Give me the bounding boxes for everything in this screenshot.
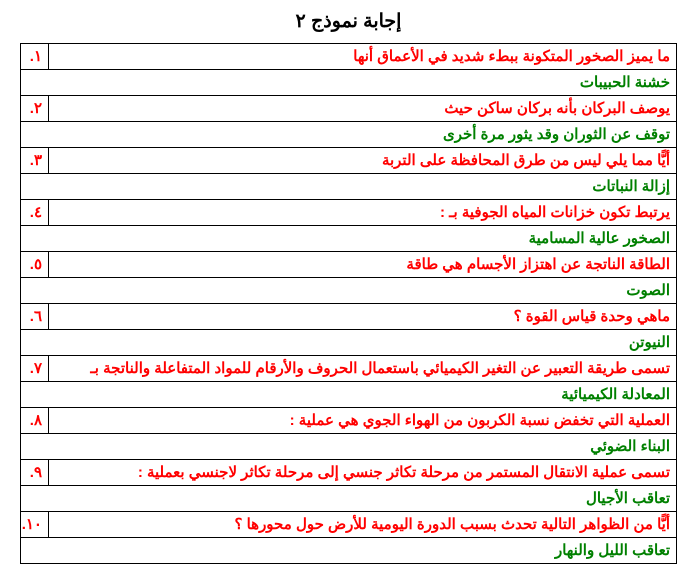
question-row: تسمى طريقة التعبير عن التغير الكيميائي ب… <box>21 356 677 382</box>
answer-text: تعاقب الليل والنهار <box>21 538 677 564</box>
question-text: أيًّا من الظواهر التالية تحدث بسبب الدور… <box>49 512 677 538</box>
question-row: العملية التي تخفض نسبة الكربون من الهواء… <box>21 408 677 434</box>
question-row: أيًّا مما يلي ليس من طرق المحافظة على ال… <box>21 148 677 174</box>
answer-text: إزالة النباتات <box>21 174 677 200</box>
answer-row: تعاقب الليل والنهار <box>21 538 677 564</box>
answer-text: الصوت <box>21 278 677 304</box>
answer-text: الصخور عالية المسامية <box>21 226 677 252</box>
answer-row: توقف عن الثوران وقد يثور مرة أخرى <box>21 122 677 148</box>
question-text: أيًّا مما يلي ليس من طرق المحافظة على ال… <box>49 148 677 174</box>
page-title: إجابة نموذج ٢ <box>20 10 677 33</box>
question-number: ٥. <box>21 252 49 278</box>
question-row: أيًّا من الظواهر التالية تحدث بسبب الدور… <box>21 512 677 538</box>
question-text: العملية التي تخفض نسبة الكربون من الهواء… <box>49 408 677 434</box>
question-text: الطاقة الناتجة عن اهتزاز الأجسام هي طاقة <box>49 252 677 278</box>
question-number: ٤. <box>21 200 49 226</box>
answer-text: البناء الضوئي <box>21 434 677 460</box>
question-row: يوصف البركان بأنه بركان ساكن حيث٢. <box>21 96 677 122</box>
question-row: الطاقة الناتجة عن اهتزاز الأجسام هي طاقة… <box>21 252 677 278</box>
question-number: ٨. <box>21 408 49 434</box>
answer-text: توقف عن الثوران وقد يثور مرة أخرى <box>21 122 677 148</box>
answer-row: الصوت <box>21 278 677 304</box>
answer-text: المعادلة الكيميائية <box>21 382 677 408</box>
question-number: ٧. <box>21 356 49 382</box>
question-number: ٣. <box>21 148 49 174</box>
question-row: تسمى عملية الانتقال المستمر من مرحلة تكا… <box>21 460 677 486</box>
answer-text: خشنة الحبيبات <box>21 70 677 96</box>
question-row: يرتبط تكون خزانات المياه الجوفية بـ :٤. <box>21 200 677 226</box>
question-row: ماهي وحدة قياس القوة ؟٦. <box>21 304 677 330</box>
answer-row: الصخور عالية المسامية <box>21 226 677 252</box>
question-text: يوصف البركان بأنه بركان ساكن حيث <box>49 96 677 122</box>
question-row: ما يميز الصخور المتكونة ببطء شديد في الأ… <box>21 44 677 70</box>
question-number: ١. <box>21 44 49 70</box>
question-number: ٩. <box>21 460 49 486</box>
question-text: تسمى عملية الانتقال المستمر من مرحلة تكا… <box>49 460 677 486</box>
answer-text: النيوتن <box>21 330 677 356</box>
question-text: تسمى طريقة التعبير عن التغير الكيميائي ب… <box>49 356 677 382</box>
qa-table-body: ما يميز الصخور المتكونة ببطء شديد في الأ… <box>21 44 677 564</box>
question-text: ماهي وحدة قياس القوة ؟ <box>49 304 677 330</box>
qa-table: ما يميز الصخور المتكونة ببطء شديد في الأ… <box>20 43 677 564</box>
answer-text: تعاقب الأجيال <box>21 486 677 512</box>
answer-row: تعاقب الأجيال <box>21 486 677 512</box>
answer-row: المعادلة الكيميائية <box>21 382 677 408</box>
question-number: ٢. <box>21 96 49 122</box>
answer-row: خشنة الحبيبات <box>21 70 677 96</box>
answer-row: البناء الضوئي <box>21 434 677 460</box>
answer-sheet: إجابة نموذج ٢ ما يميز الصخور المتكونة بب… <box>0 0 697 574</box>
answer-row: النيوتن <box>21 330 677 356</box>
question-text: ما يميز الصخور المتكونة ببطء شديد في الأ… <box>49 44 677 70</box>
answer-row: إزالة النباتات <box>21 174 677 200</box>
question-text: يرتبط تكون خزانات المياه الجوفية بـ : <box>49 200 677 226</box>
question-number: ١٠. <box>21 512 49 538</box>
question-number: ٦. <box>21 304 49 330</box>
